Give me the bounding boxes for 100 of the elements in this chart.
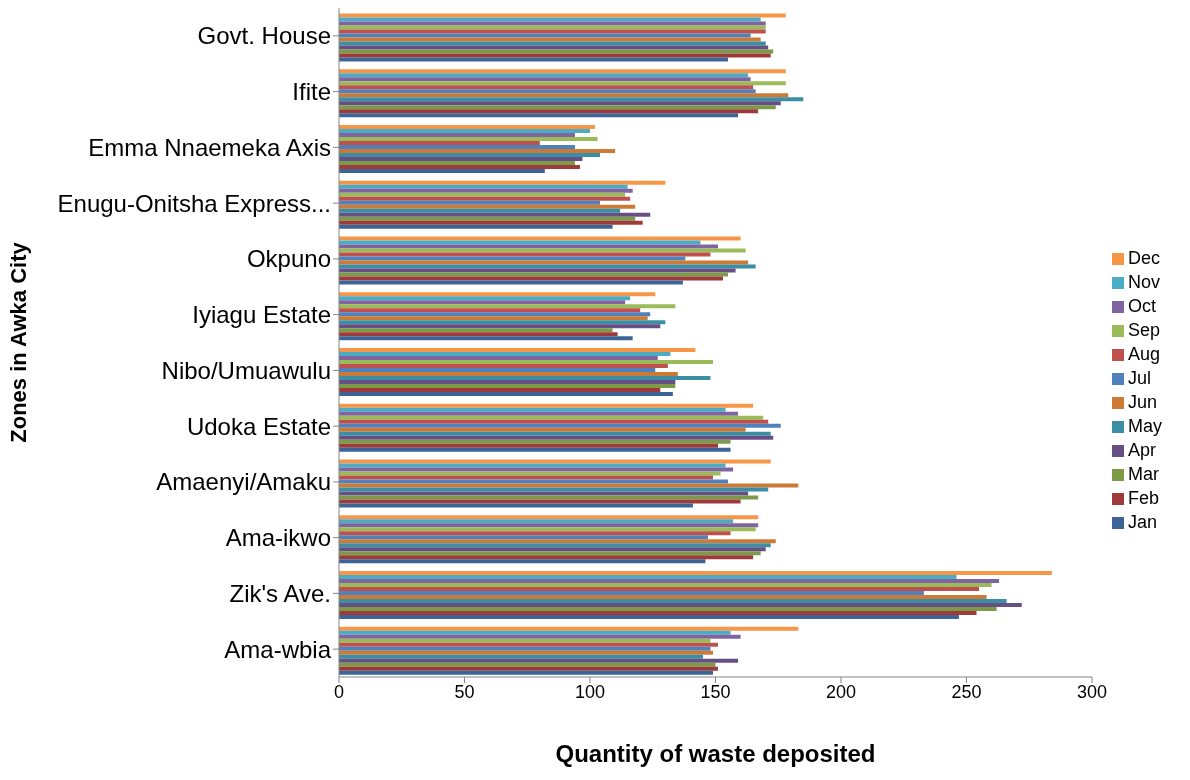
bar: [339, 376, 711, 381]
bar: [339, 551, 761, 556]
y-tick-label: Zik's Ave.: [229, 579, 331, 607]
bar: [339, 272, 729, 277]
bar: [339, 109, 759, 114]
bar: [339, 447, 731, 452]
bar: [339, 539, 776, 544]
bar: [339, 519, 734, 524]
bar: [339, 141, 540, 146]
bar: [339, 240, 701, 245]
bar: [339, 85, 754, 90]
bar: [339, 196, 631, 201]
bar: [339, 25, 766, 30]
legend-label: Jan: [1127, 512, 1158, 532]
bar: [339, 670, 713, 675]
x-axis-title: Quantity of waste deposited: [555, 740, 876, 767]
bar: [339, 49, 774, 54]
bar: [339, 53, 771, 58]
bar: [339, 260, 749, 265]
bar: [339, 157, 583, 162]
bar: [339, 650, 713, 655]
bar: [339, 236, 741, 241]
bar: [339, 471, 721, 476]
bar: [339, 328, 613, 333]
bar: [339, 220, 643, 225]
bar: [339, 571, 1052, 576]
bar: [339, 184, 628, 189]
bar: [339, 523, 759, 528]
bar: [339, 180, 666, 185]
bar: [339, 380, 676, 385]
bar: [339, 630, 731, 635]
bar: [339, 439, 731, 444]
bar: [339, 503, 693, 508]
y-axis-title: Zones in Awka City: [5, 241, 31, 443]
legend-label: Dec: [1127, 248, 1160, 268]
bar: [339, 133, 575, 138]
bar: [339, 101, 781, 106]
legend-label: May: [1127, 416, 1162, 436]
bar: [339, 153, 601, 158]
bar: [339, 268, 736, 273]
bar: [339, 105, 776, 110]
bar: [339, 212, 651, 217]
y-tick-label: Udoka Estate: [186, 412, 331, 440]
y-tick-label: Nibo/Umuawulu: [161, 356, 331, 384]
legend-label: Oct: [1127, 296, 1156, 316]
bar: [339, 113, 739, 118]
bar: [339, 646, 711, 651]
bar: [339, 603, 1022, 608]
bar: [339, 149, 616, 154]
bar: [339, 145, 575, 150]
bar: [339, 599, 1007, 604]
bar: [339, 427, 746, 432]
bar: [339, 33, 751, 38]
bar: [339, 547, 766, 552]
bar: [339, 543, 771, 548]
bar: [339, 531, 731, 536]
y-tick-label: Ama-ikwo: [225, 524, 331, 552]
x-tick-label: 250: [951, 681, 982, 702]
bar: [339, 252, 711, 257]
bar: [339, 312, 651, 317]
bar: [339, 658, 739, 663]
bar: [339, 527, 756, 532]
legend-label: Nov: [1127, 272, 1160, 292]
bar: [339, 463, 726, 468]
bar: [339, 423, 781, 428]
bar: [339, 21, 766, 26]
bar: [339, 642, 718, 647]
bar: [339, 535, 708, 540]
legend-label: Aug: [1127, 344, 1161, 364]
bar: [339, 97, 804, 102]
bar: [339, 467, 734, 472]
bar: [339, 200, 601, 205]
bar: [339, 276, 724, 281]
bar: [339, 615, 959, 620]
bar: [339, 575, 957, 580]
bar: [339, 495, 759, 500]
bar: [339, 304, 676, 309]
bar: [339, 161, 575, 166]
bar: [339, 165, 580, 170]
bar: [339, 137, 598, 142]
bar: [339, 324, 661, 329]
x-tick-label: 200: [825, 681, 857, 702]
bar: [339, 208, 621, 213]
y-tick-label: Iyiagu Estate: [192, 301, 331, 329]
legend-label: Jul: [1127, 368, 1151, 388]
bar: [339, 392, 673, 397]
bar: [339, 73, 749, 78]
legend-label: Feb: [1127, 488, 1160, 508]
legend-label: Sep: [1127, 320, 1161, 340]
bar: [339, 129, 590, 134]
bar: [339, 192, 626, 197]
bar: [339, 300, 626, 305]
y-tick-label: Enugu-Onitsha Express...: [57, 189, 331, 217]
bar: [339, 308, 641, 313]
bar: [339, 352, 671, 357]
bar: [339, 320, 666, 325]
bar: [339, 224, 613, 229]
x-tick-label: 150: [700, 681, 731, 702]
x-tick-label: 0: [333, 681, 345, 702]
legend-label: Mar: [1127, 464, 1159, 484]
